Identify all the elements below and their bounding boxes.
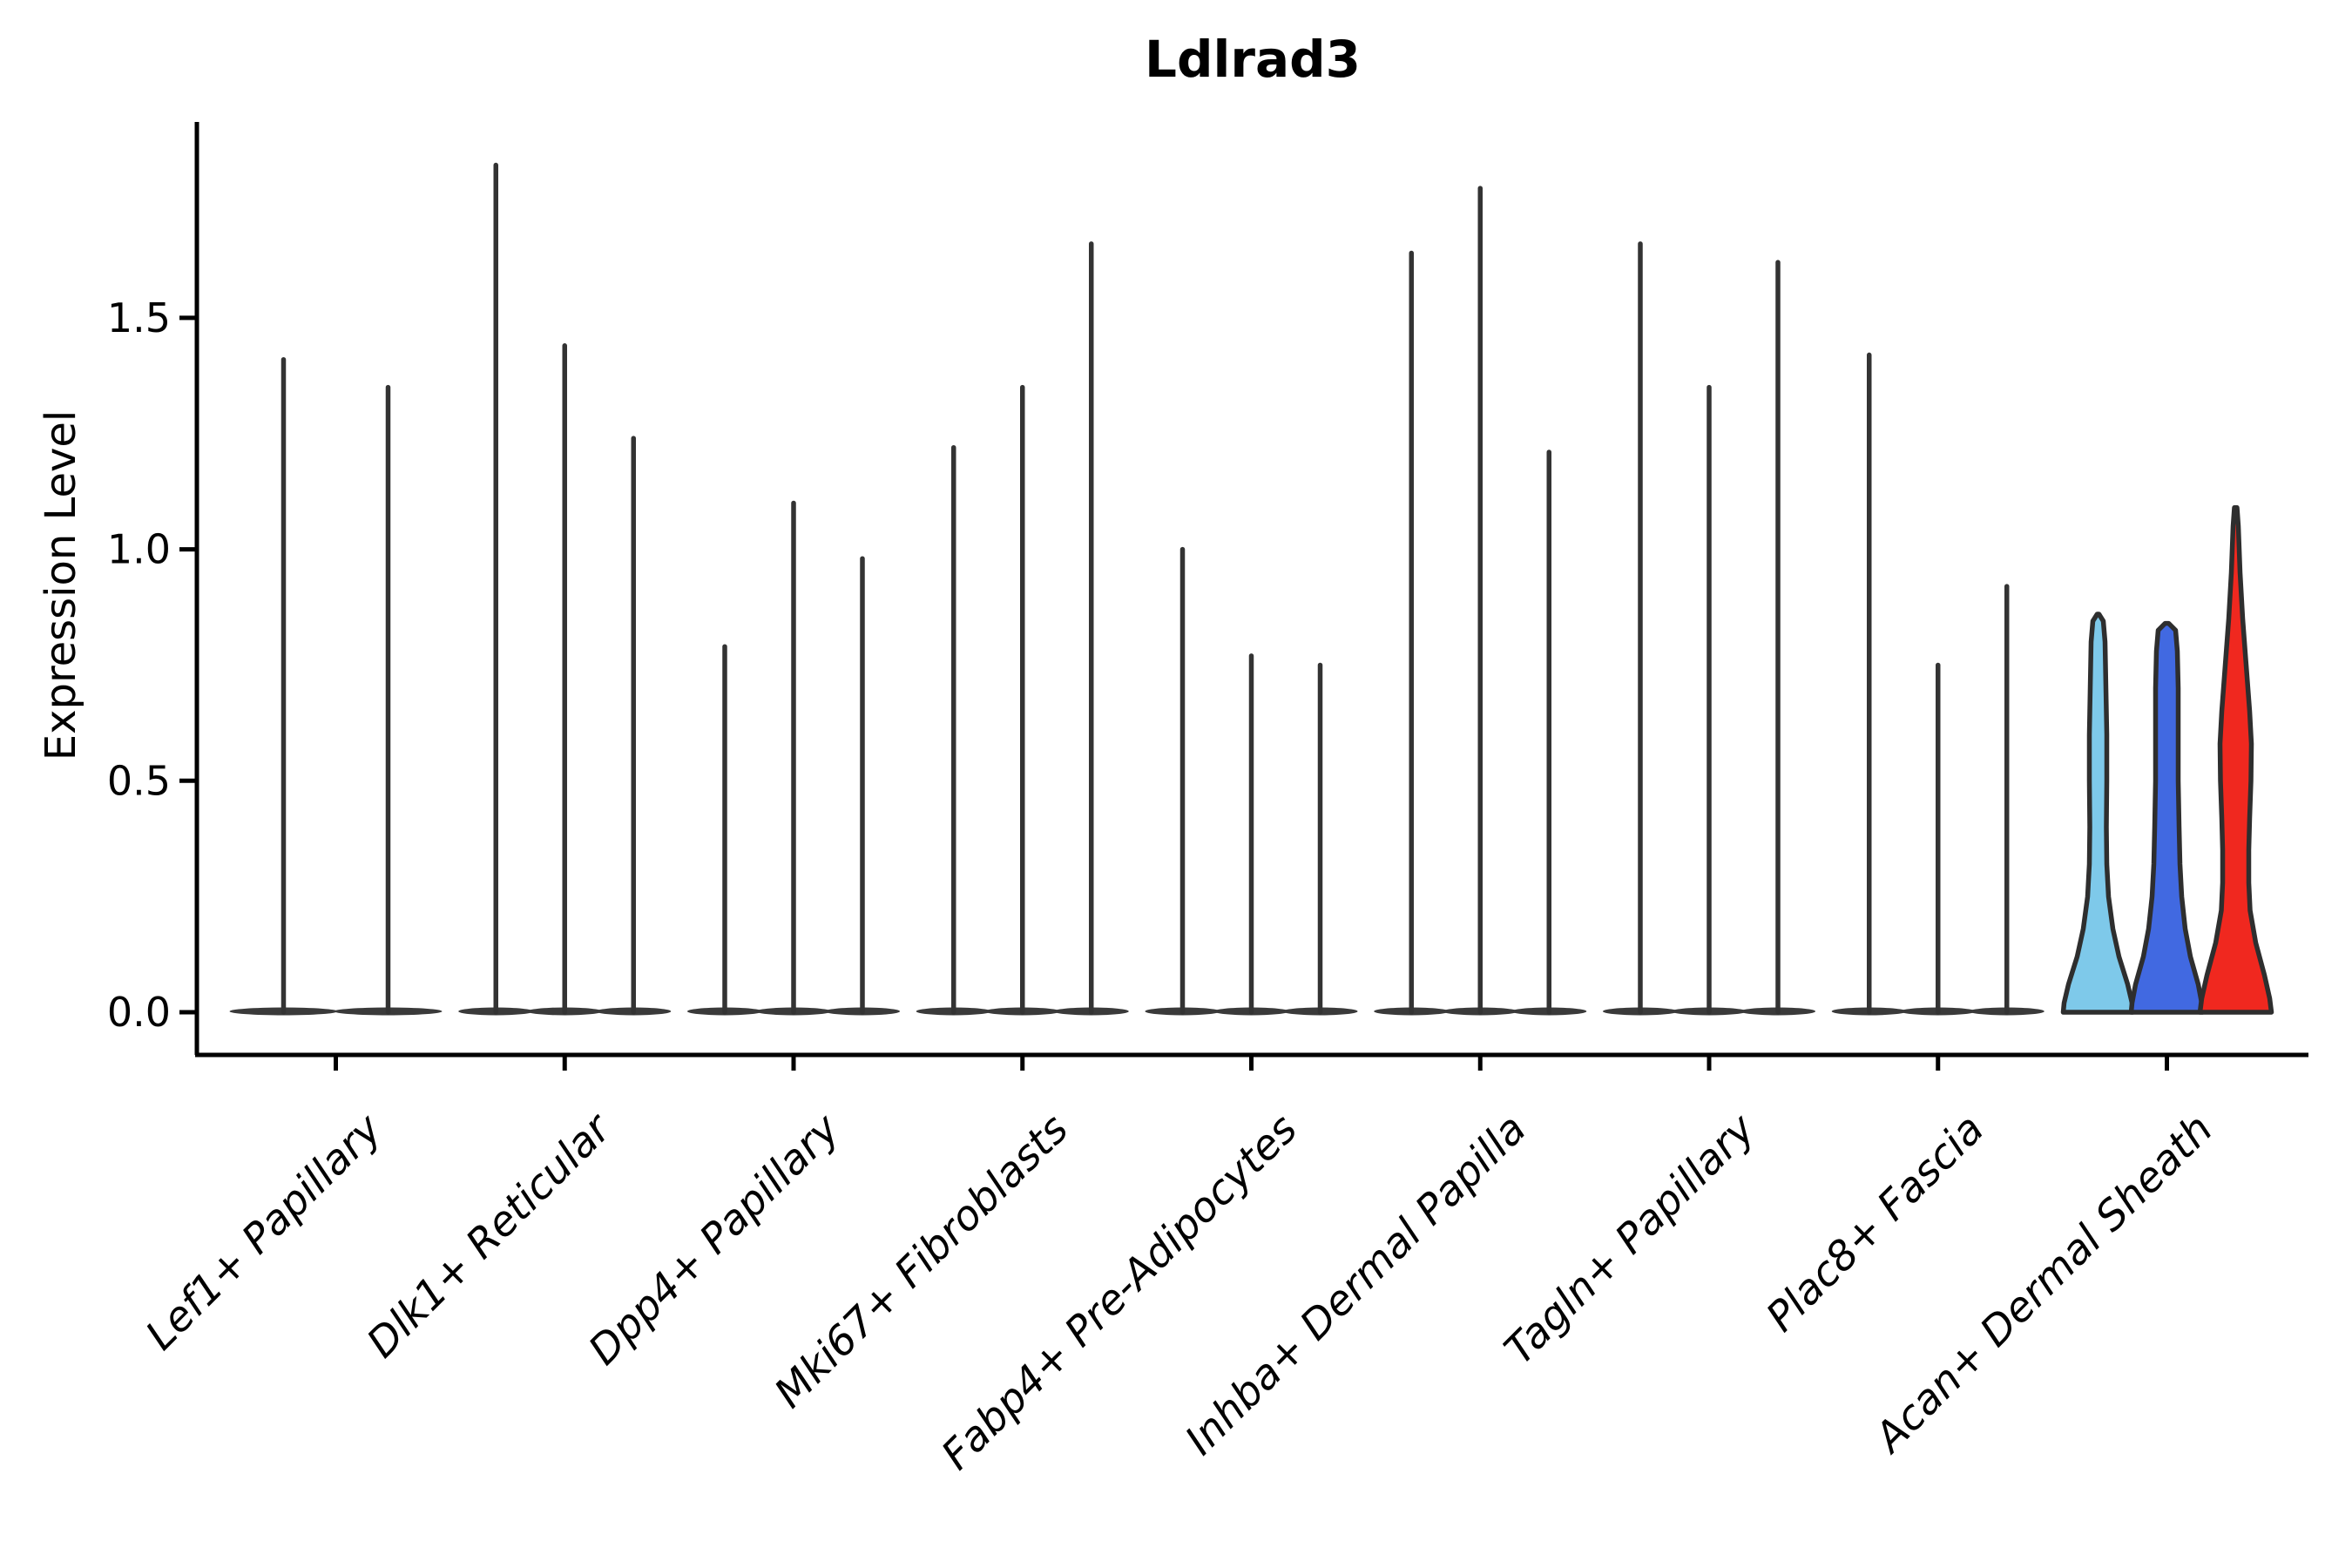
- x-tick-label: Plac8+ Fascia: [1757, 1105, 1993, 1342]
- y-tick-label: 0.5: [107, 757, 171, 804]
- violin-red_fill: [2197, 505, 2274, 1015]
- violin-skyblue_fill: [2060, 612, 2136, 1015]
- x-tick-label: Dlk1+ Reticular: [358, 1104, 622, 1368]
- y-axis-label: Expression Level: [37, 409, 85, 761]
- x-tick-label: Lef1+ Papillary: [137, 1105, 392, 1360]
- y-tick-label: 0.0: [107, 989, 171, 1036]
- chart-title: Ldlrad3: [1145, 30, 1361, 89]
- x-tick-label: Tagln+ Papillary: [1496, 1105, 1766, 1375]
- y-tick-label: 1.5: [107, 294, 171, 341]
- x-tick-label: Dpp4+ Papillary: [579, 1105, 849, 1375]
- y-tick-label: 1.0: [107, 526, 171, 573]
- violin-blue_fill: [2128, 620, 2206, 1015]
